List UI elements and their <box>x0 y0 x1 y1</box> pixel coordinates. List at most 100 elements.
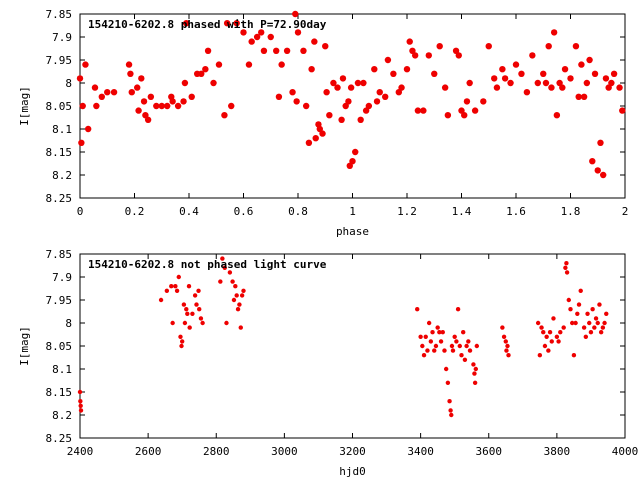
data-point <box>444 112 452 119</box>
data-point <box>144 116 152 124</box>
data-point <box>196 288 201 293</box>
data-point <box>187 325 192 330</box>
data-point <box>561 66 569 73</box>
data-point <box>181 79 189 87</box>
data-point <box>127 70 134 78</box>
data-point <box>589 158 596 165</box>
data-point <box>566 297 571 303</box>
data-point <box>602 75 610 82</box>
data-point <box>78 139 85 146</box>
data-point <box>233 20 240 27</box>
y-tick-label: 8 <box>65 77 72 90</box>
data-point <box>561 325 566 330</box>
data-point <box>91 84 99 91</box>
data-point <box>230 279 235 284</box>
data-point <box>501 334 507 339</box>
data-point <box>382 93 389 101</box>
data-point <box>448 408 453 413</box>
data-point <box>600 325 606 330</box>
data-point <box>253 33 261 41</box>
data-point <box>452 47 460 54</box>
data-point <box>540 70 547 78</box>
data-point <box>248 38 255 45</box>
data-point <box>443 366 449 372</box>
data-point <box>365 102 373 110</box>
data-point <box>432 348 437 353</box>
data-point <box>198 316 204 321</box>
data-point <box>164 102 171 110</box>
data-point <box>473 366 479 372</box>
y-tick-label: 8.15 <box>46 386 73 399</box>
y-axis-label: I[mag] <box>18 86 31 126</box>
data-point <box>352 148 359 156</box>
data-point <box>442 348 447 353</box>
data-point <box>450 348 456 353</box>
data-point <box>186 284 192 289</box>
data-point <box>373 98 381 105</box>
data-point <box>575 93 582 101</box>
data-point <box>354 79 362 87</box>
data-point <box>176 274 181 280</box>
data-point <box>198 70 205 78</box>
y-tick-label: 7.85 <box>46 248 73 261</box>
y-tick-label: 8.15 <box>46 146 73 159</box>
data-point <box>431 70 438 78</box>
data-point <box>541 330 546 335</box>
y-tick-label: 8.05 <box>46 100 73 113</box>
data-point <box>472 371 477 376</box>
data-point <box>586 56 593 64</box>
data-point <box>518 70 525 78</box>
x-tick-label: 1.8 <box>561 205 581 218</box>
data-point <box>425 52 432 59</box>
data-point <box>218 279 223 284</box>
data-point <box>190 311 195 316</box>
data-point <box>233 284 238 289</box>
data-point <box>505 343 510 349</box>
data-point <box>608 79 615 87</box>
data-point <box>339 75 347 82</box>
data-point <box>357 116 364 124</box>
data-point <box>420 343 425 349</box>
data-point <box>173 284 178 289</box>
data-point <box>338 116 345 124</box>
data-point <box>454 339 459 344</box>
data-point <box>180 98 187 105</box>
x-tick-label: 1 <box>349 205 356 218</box>
x-tick-label: 2 <box>622 205 629 218</box>
data-point <box>537 353 543 358</box>
data-point <box>235 307 241 312</box>
data-point <box>464 343 469 349</box>
data-point <box>197 307 202 312</box>
data-point <box>153 102 160 110</box>
data-point <box>500 325 505 330</box>
data-point <box>578 61 585 68</box>
data-point <box>305 139 313 146</box>
data-point <box>415 307 420 312</box>
data-point <box>322 43 329 50</box>
data-point <box>406 38 413 45</box>
data-point <box>529 52 536 59</box>
data-point <box>437 330 442 335</box>
data-point <box>245 61 253 68</box>
y-tick-label: 7.9 <box>52 31 72 44</box>
data-point <box>438 339 444 344</box>
data-point <box>200 320 205 326</box>
x-tick-label: 4000 <box>612 445 639 458</box>
data-point <box>461 112 468 119</box>
data-point <box>452 334 457 339</box>
data-point <box>220 256 225 261</box>
data-point <box>597 139 604 146</box>
x-tick-label: 2400 <box>67 445 94 458</box>
data-point <box>455 52 462 59</box>
data-point <box>472 380 478 385</box>
data-point <box>554 334 560 339</box>
data-point <box>598 330 604 335</box>
data-point <box>174 288 180 293</box>
data-point <box>289 89 296 96</box>
data-point <box>610 70 618 78</box>
data-point <box>542 79 550 87</box>
data-point <box>178 334 183 339</box>
data-point <box>147 93 155 101</box>
data-point <box>140 98 148 105</box>
data-point <box>142 112 149 119</box>
